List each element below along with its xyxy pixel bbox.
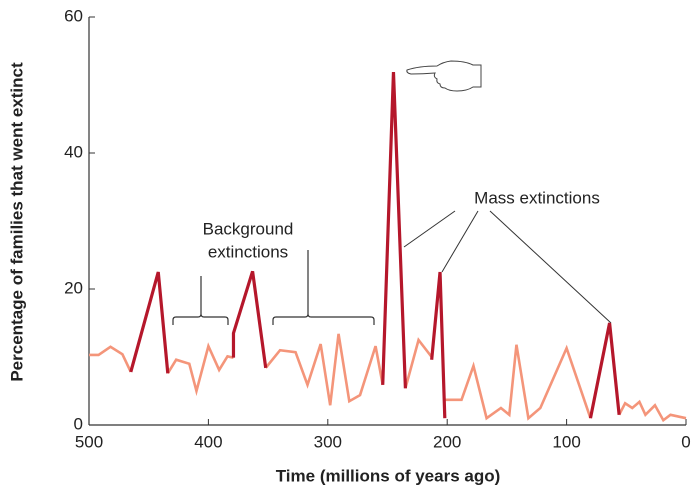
series-line: [89, 345, 132, 373]
series-line: [617, 399, 687, 423]
bracket: [272, 313, 375, 325]
pointer-line: [489, 210, 612, 324]
hand: [406, 60, 482, 92]
annotation: Background: [203, 219, 294, 238]
x-tick-label: 500: [75, 432, 103, 451]
y-tick-label: 20: [64, 278, 83, 297]
series-line: [588, 322, 621, 419]
series-line: [430, 271, 447, 419]
y-tick-label: 60: [64, 6, 83, 25]
pointer-line: [441, 210, 479, 273]
x-tick-label: 0: [681, 432, 690, 451]
series-line: [264, 333, 385, 406]
x-tick-label: 400: [194, 432, 222, 451]
series-line: [166, 342, 234, 397]
series-line: [231, 270, 268, 369]
pointer-lines: [403, 210, 612, 324]
y-tick-label: 0: [74, 414, 83, 433]
hand-icon: [406, 60, 482, 92]
annotation: Mass extinctions: [474, 188, 600, 207]
pointer-line: [403, 210, 456, 248]
bracket: [172, 313, 229, 325]
y-axis-title: Percentage of families that went extinct: [7, 62, 26, 382]
x-tick-label: 200: [433, 432, 461, 451]
brackets: [172, 250, 375, 325]
series-line: [404, 337, 433, 389]
series-line: [381, 72, 408, 389]
x-tick-label: 100: [552, 432, 580, 451]
x-axis-title: Time (millions of years ago): [276, 466, 501, 485]
x-tick-label: 300: [314, 432, 342, 451]
annotation: extinctions: [208, 242, 288, 261]
series-line: [129, 271, 170, 374]
series-line: [444, 344, 592, 421]
y-tick-label: 40: [64, 142, 83, 161]
